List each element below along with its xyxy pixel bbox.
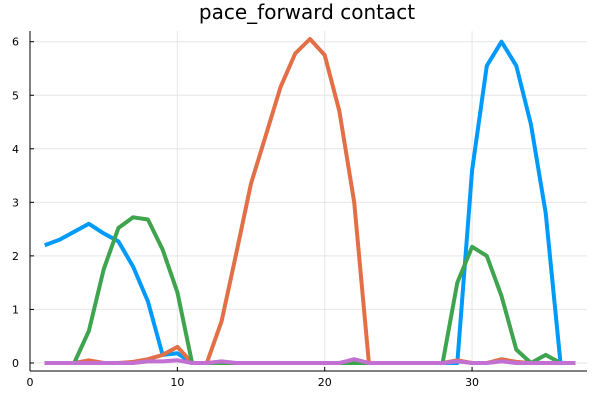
y-tick-label: 5 <box>12 89 19 102</box>
y-tick-label: 2 <box>12 250 19 263</box>
series-lines <box>44 37 576 365</box>
chart-title: pace_forward contact <box>199 0 415 24</box>
tick-labels: 0 10 20 30 0 1 2 3 4 5 6 <box>12 36 479 389</box>
series-line-4 <box>44 357 576 365</box>
y-tick-label: 4 <box>12 143 19 156</box>
x-tick-label: 20 <box>318 376 332 389</box>
y-tick-label: 1 <box>12 303 19 316</box>
y-tick-label: 0 <box>12 357 19 370</box>
y-tick-label: 6 <box>12 36 19 49</box>
x-tick-label: 10 <box>170 376 184 389</box>
axes <box>29 31 587 372</box>
x-tick-label: 0 <box>27 376 34 389</box>
x-tick-label: 30 <box>465 376 479 389</box>
y-tick-label: 3 <box>12 196 19 209</box>
